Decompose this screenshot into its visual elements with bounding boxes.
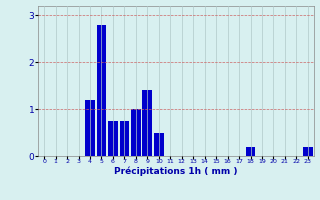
- Bar: [108, 121, 118, 156]
- Bar: [97, 25, 106, 156]
- Bar: [142, 90, 152, 156]
- Bar: [246, 147, 255, 156]
- Bar: [85, 100, 95, 156]
- Bar: [120, 121, 129, 156]
- Bar: [154, 133, 164, 156]
- X-axis label: Précipitations 1h ( mm ): Précipitations 1h ( mm ): [114, 167, 238, 176]
- Bar: [303, 147, 313, 156]
- Bar: [131, 109, 141, 156]
